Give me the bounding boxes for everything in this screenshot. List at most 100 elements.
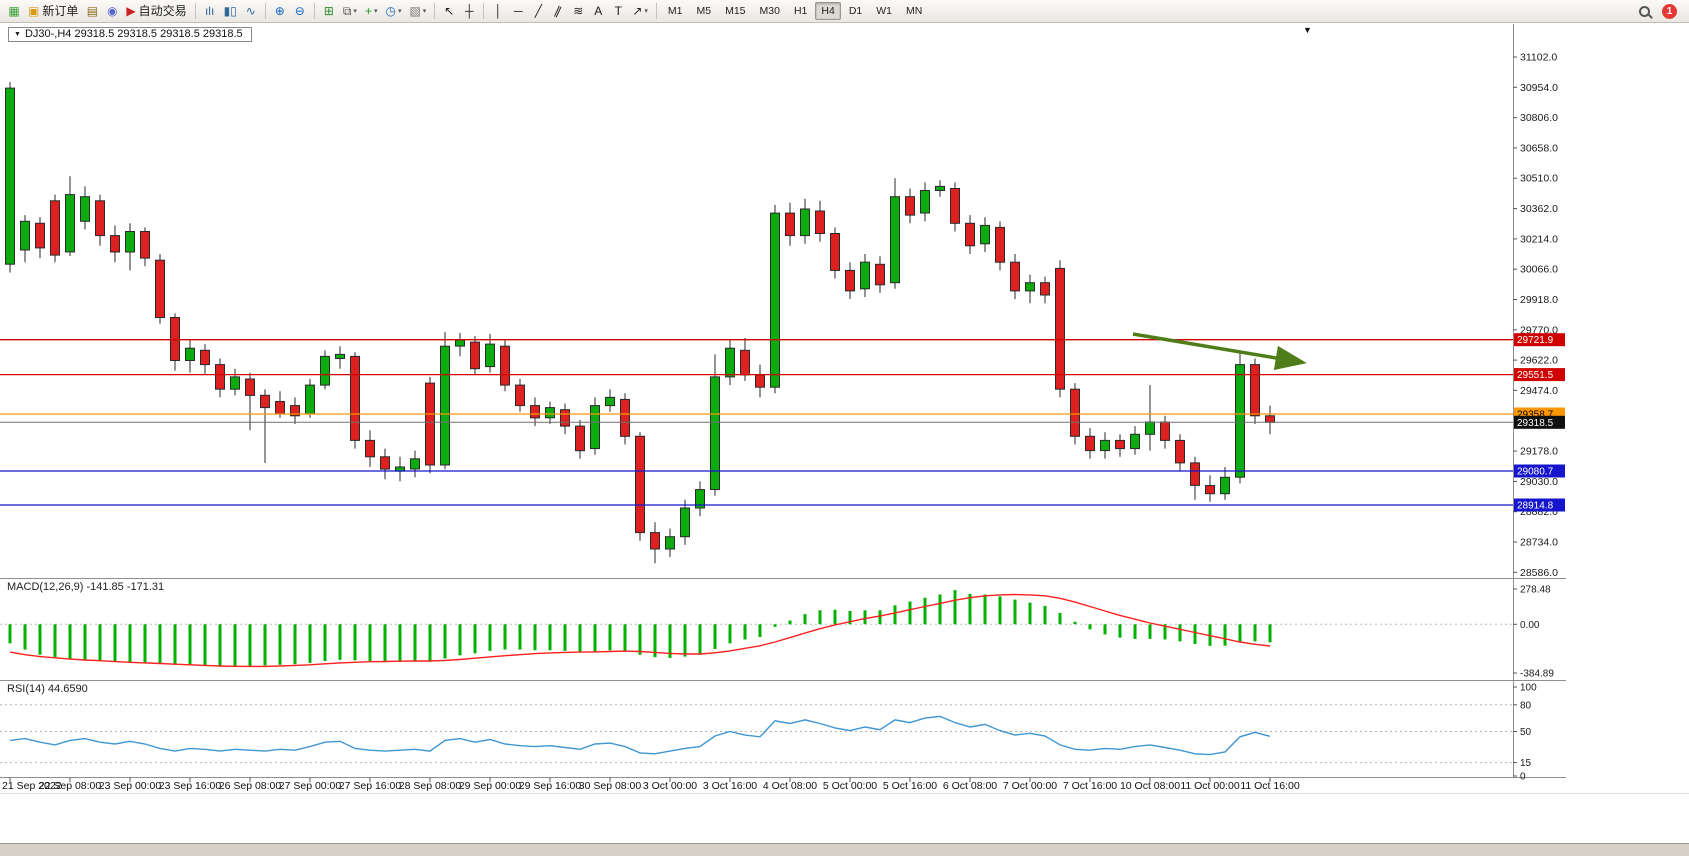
auto-arrange-button-dropdown-icon[interactable]: ▾ — [353, 7, 357, 15]
macd-label: MACD(12,26,9) -141.85 -171.31 — [7, 581, 165, 593]
candle — [455, 339, 465, 347]
candle — [830, 233, 840, 271]
timeframe-h4-button[interactable]: H4 — [815, 2, 841, 20]
bar-chart-button[interactable]: ılı — [201, 1, 219, 21]
indicators-icon: + — [364, 4, 372, 18]
candlestick-chart-button[interactable]: ▮▯ — [221, 1, 240, 21]
profiles-icon[interactable]: ▤ — [83, 1, 101, 21]
toolbar-separator — [483, 3, 485, 19]
chart-plot-area[interactable] — [0, 24, 1513, 578]
trendline-button[interactable]: ╱ — [529, 1, 547, 21]
candle — [875, 263, 885, 286]
candle — [65, 194, 75, 253]
timeframe-m1-button[interactable]: M1 — [667, 5, 683, 17]
rsi-panel[interactable] — [0, 682, 1513, 776]
candle — [1175, 439, 1185, 464]
channel-button[interactable]: ∥ — [549, 1, 567, 21]
candle — [275, 401, 285, 415]
arrows-button[interactable]: ↗ ▾ — [629, 1, 651, 21]
text-icon: A — [594, 4, 603, 18]
market-watch-icon[interactable]: ◉ — [103, 1, 121, 21]
candle — [935, 185, 945, 191]
svg-text:4 Oct 08:00: 4 Oct 08:00 — [763, 780, 817, 792]
periods-button[interactable]: ◷ ▾ — [382, 1, 404, 21]
crosshair-icon: ┼ — [465, 4, 474, 18]
tile-windows-button[interactable]: ⊞ — [320, 1, 338, 21]
timeframe-mn-button[interactable]: MN — [906, 5, 923, 17]
candle — [905, 196, 915, 216]
candle — [785, 212, 795, 237]
candle — [320, 355, 330, 386]
macd-signal-line — [9, 593, 1271, 668]
notification-badge[interactable]: 1 — [1662, 3, 1677, 19]
candle — [725, 347, 735, 378]
timeframe-m5-button[interactable]: M5 — [696, 5, 712, 17]
candle — [710, 376, 720, 490]
candle — [770, 212, 780, 388]
timeframe-m30-button[interactable]: M30 — [759, 5, 780, 17]
zoom-in-button[interactable]: ⊕ — [271, 1, 289, 21]
text-button[interactable]: A — [589, 1, 607, 21]
trendline-icon: ╱ — [534, 4, 542, 18]
svg-text:30 Sep 08:00: 30 Sep 08:00 — [579, 780, 642, 792]
candle — [650, 532, 660, 550]
candle — [590, 405, 600, 450]
timeframe-d1-button[interactable]: D1 — [848, 5, 863, 17]
text-label-button[interactable]: T — [609, 1, 627, 21]
candle — [1220, 476, 1230, 495]
arrows-button-dropdown-icon[interactable]: ▾ — [644, 7, 648, 15]
terminal-icon[interactable]: ▦ — [5, 1, 23, 21]
candle — [5, 87, 15, 265]
search-icon[interactable] — [1639, 5, 1650, 17]
svg-text:15: 15 — [1520, 758, 1532, 769]
crosshair-button[interactable]: ┼ — [460, 1, 478, 21]
candle — [260, 394, 270, 409]
candle — [50, 200, 60, 256]
macd-panel[interactable] — [0, 580, 1513, 679]
auto-trading-button[interactable]: ▶ 自动交易 — [123, 1, 189, 21]
svg-text:-384.89: -384.89 — [1520, 669, 1554, 680]
vertical-line-button[interactable]: │ — [489, 1, 507, 21]
timeframe-m15-button[interactable]: M15 — [725, 5, 746, 17]
candle — [440, 345, 450, 466]
panel-separators[interactable] — [0, 24, 1566, 778]
horizontal-line-button[interactable]: ─ — [509, 1, 527, 21]
fibonacci-button[interactable]: ≋ — [569, 1, 587, 21]
candle — [1190, 462, 1200, 486]
periods-button-dropdown-icon[interactable]: ▾ — [397, 7, 402, 15]
candle — [695, 489, 705, 509]
candle — [665, 536, 675, 550]
candle — [170, 317, 180, 361]
timeframe-h1-button[interactable]: H1 — [793, 5, 808, 17]
candle — [155, 259, 165, 319]
svg-text:23 Sep 16:00: 23 Sep 16:00 — [159, 780, 222, 792]
candle — [380, 456, 390, 470]
candle — [1145, 421, 1155, 435]
price-axis: 31102.0 30954.0 30806.0 30658.0 30510.0 30362… — [1513, 52, 1558, 579]
chart-title-tab[interactable]: ▼ DJ30-,H4 29318.5 29318.5 29318.5 29318… — [8, 27, 252, 42]
trend-arrow[interactable] — [1132, 332, 1307, 371]
zoom-out-button[interactable]: ⊖ — [291, 1, 309, 21]
auto-arrange-button[interactable]: ⧉ ▾ — [340, 1, 360, 21]
candle — [1070, 388, 1080, 437]
candle — [305, 384, 315, 415]
indicators-button-dropdown-icon[interactable]: ▾ — [373, 7, 378, 15]
cursor-button[interactable]: ↖ — [440, 1, 458, 21]
templates-button-dropdown-icon[interactable]: ▾ — [422, 7, 427, 15]
indicators-button[interactable]: + ▾ — [362, 1, 381, 21]
candle — [500, 345, 510, 386]
timeframe-w1-button[interactable]: W1 — [876, 5, 893, 17]
new-order-button-label: 新订单 — [42, 4, 79, 18]
svg-text:28914.8: 28914.8 — [1517, 501, 1554, 512]
line-chart-button[interactable]: ∿ — [242, 1, 260, 21]
svg-text:80: 80 — [1520, 700, 1532, 711]
chart-title: DJ30-,H4 29318.5 29318.5 29318.5 29318.5 — [24, 28, 243, 40]
objects-dropdown-icon[interactable]: ▼ — [1303, 25, 1312, 35]
svg-text:30066.0: 30066.0 — [1520, 264, 1558, 276]
templates-button[interactable]: ▧ ▾ — [406, 1, 429, 21]
candle — [860, 261, 870, 290]
candle — [20, 220, 30, 251]
new-order-button[interactable]: ▣ 新订单 — [25, 1, 81, 21]
svg-text:29178.0: 29178.0 — [1520, 446, 1558, 458]
